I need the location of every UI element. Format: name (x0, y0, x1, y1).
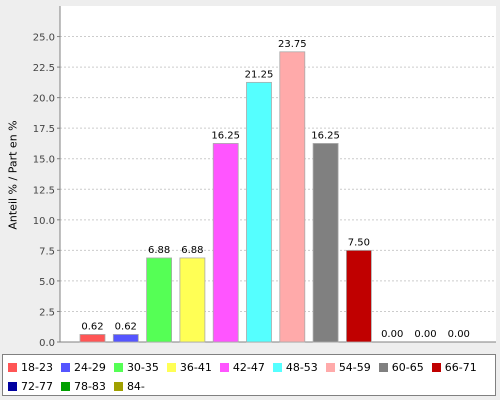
bar-60-65 (312, 143, 339, 343)
legend-item: 66-71 (431, 360, 477, 374)
legend-label: 18-23 (21, 360, 53, 374)
legend-item: 42-47 (219, 360, 265, 374)
value-label: 0.00 (448, 329, 470, 340)
plot-area (60, 6, 496, 342)
y-tick-label: 0.0 (39, 338, 55, 349)
legend-label: 42-47 (232, 360, 265, 374)
y-tick-label: 22.5 (33, 63, 55, 74)
legend-label: 30-35 (126, 360, 159, 374)
legend-label: 60-65 (391, 360, 424, 374)
value-label: 16.25 (211, 130, 240, 141)
legend-label: 54-59 (338, 360, 371, 374)
bar-42-47 (212, 143, 239, 343)
legend-swatch (60, 362, 70, 372)
legend-label: 48-53 (285, 360, 318, 374)
legend-swatch (219, 362, 229, 372)
legend-swatch (378, 362, 388, 372)
legend-swatch (272, 362, 282, 372)
legend-label: 24-29 (73, 360, 106, 374)
legend-swatch (431, 362, 441, 372)
value-label: 6.88 (181, 245, 203, 256)
legend-swatch (8, 362, 17, 372)
value-label: 0.00 (414, 329, 436, 340)
bar-36-41 (179, 257, 206, 343)
legend-item: 78-83 (60, 379, 106, 393)
legend-swatch (166, 362, 176, 372)
legend-label: 72-77 (21, 379, 53, 393)
legend-item: 30-35 (113, 360, 159, 374)
legend-swatch (325, 362, 335, 372)
y-tick-label: 2.5 (39, 307, 55, 318)
bar-18-23 (79, 334, 106, 343)
legend-item: 24-29 (60, 360, 106, 374)
legend-label: 66-71 (444, 360, 477, 374)
legend-swatch (8, 381, 17, 391)
bar-30-35 (146, 257, 173, 343)
value-label: 16.25 (311, 130, 340, 141)
y-tick-label: 17.5 (33, 124, 55, 135)
legend-label: 84- (126, 379, 145, 393)
y-tick-label: 5.0 (39, 277, 55, 288)
bar-54-59 (279, 51, 306, 343)
legend-label: 36-41 (179, 360, 212, 374)
y-tick-label: 12.5 (33, 185, 55, 196)
legend-item: 84- (113, 379, 145, 393)
value-label: 0.62 (115, 321, 137, 332)
value-label: 0.00 (381, 329, 403, 340)
value-label: 0.62 (81, 321, 103, 332)
legend-item: 48-53 (272, 360, 318, 374)
y-tick-label: 10.0 (33, 216, 55, 227)
legend-row: 72-77 78-83 84- (8, 379, 153, 393)
y-tick-label: 15.0 (33, 155, 55, 166)
legend-swatch (113, 362, 123, 372)
legend-item: 36-41 (166, 360, 212, 374)
legend-swatch (113, 381, 123, 391)
legend-item: 54-59 (325, 360, 371, 374)
y-axis-label: Anteil % / Part en % (6, 120, 20, 230)
y-tick-label: 7.5 (39, 246, 55, 257)
value-label: 23.75 (278, 39, 307, 50)
legend-label: 78-83 (73, 379, 106, 393)
bar-chart: 0.0 2.5 5.0 7.5 10.0 12.5 15.0 17.5 20.0 22.5 25.0… (33, 6, 496, 349)
legend: 18-23 24-29 30-35 36-41 42-47 48-53 54-59 60-65… (2, 354, 496, 396)
bar-48-53 (246, 81, 272, 343)
y-tick-label: 20.0 (33, 94, 55, 105)
value-label: 7.50 (348, 237, 370, 248)
value-label: 6.88 (148, 245, 170, 256)
legend-row: 18-23 24-29 30-35 36-41 42-47 48-53 54-59 60-65… (8, 360, 485, 374)
legend-swatch (60, 381, 70, 391)
bar-24-29 (112, 334, 139, 343)
value-label: 21.25 (245, 69, 274, 80)
bar-66-71 (345, 249, 372, 343)
legend-item: 72-77 (8, 380, 53, 393)
y-tick-label: 25.0 (33, 33, 55, 44)
legend-item: 60-65 (378, 360, 424, 374)
legend-item: 18-23 (8, 361, 53, 374)
